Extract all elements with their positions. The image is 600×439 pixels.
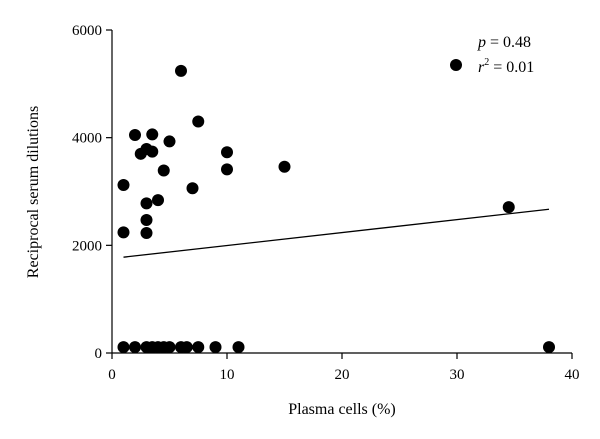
data-point-1 xyxy=(117,226,130,239)
y-tick-label-0: 0 xyxy=(95,346,103,362)
data-point-18 xyxy=(278,160,291,173)
data-point-29 xyxy=(192,341,205,354)
p-value-text: = 0.48 xyxy=(486,34,531,51)
data-point-2 xyxy=(129,128,141,141)
data-point-31 xyxy=(232,341,245,354)
data-point-28 xyxy=(180,341,193,354)
p-symbol: p xyxy=(477,34,486,51)
data-point-5 xyxy=(140,197,153,210)
data-point-14 xyxy=(186,182,199,195)
data-point-15 xyxy=(192,115,205,128)
data-points xyxy=(117,64,555,354)
data-point-7 xyxy=(140,226,153,239)
legend-marker xyxy=(450,59,462,71)
x-tick-label-2: 20 xyxy=(335,367,350,383)
y-tick-label-1: 2000 xyxy=(72,238,102,254)
data-point-32 xyxy=(543,341,555,354)
data-point-20 xyxy=(117,341,130,354)
x-tick-label-3: 30 xyxy=(450,367,465,383)
r-squared-annotation: r2 = 0.01 xyxy=(478,57,534,76)
data-point-12 xyxy=(163,135,176,148)
data-point-13 xyxy=(175,64,187,77)
data-point-26 xyxy=(163,341,176,354)
y-tick-label-2: 4000 xyxy=(72,131,102,147)
x-tick-label-4: 40 xyxy=(565,367,580,383)
axis-ticks: 0 10 20 30 40 0 2000 4000 6000 xyxy=(72,23,580,383)
data-point-9 xyxy=(146,145,159,158)
data-point-6 xyxy=(140,214,153,227)
data-point-11 xyxy=(157,164,170,177)
data-point-21 xyxy=(129,341,141,354)
r-symbol: r xyxy=(478,59,485,76)
r-exponent: 2 xyxy=(484,57,489,68)
data-point-16 xyxy=(221,146,233,159)
data-point-8 xyxy=(146,128,159,141)
data-point-0 xyxy=(117,179,130,192)
p-value-annotation: p = 0.48 xyxy=(477,34,531,51)
regression-line xyxy=(123,208,550,258)
data-point-30 xyxy=(209,341,222,354)
data-point-10 xyxy=(152,194,164,207)
data-point-17 xyxy=(221,163,233,176)
y-tick-label-3: 6000 xyxy=(72,23,102,39)
x-axis-title: Plasma cells (%) xyxy=(288,401,396,418)
r-squared-text: = 0.01 xyxy=(489,59,534,76)
x-tick-label-1: 10 xyxy=(220,367,235,383)
y-axis-title: Reciprocal serum dilutions xyxy=(25,106,42,278)
data-point-19 xyxy=(502,201,515,214)
x-tick-label-0: 0 xyxy=(108,367,116,383)
